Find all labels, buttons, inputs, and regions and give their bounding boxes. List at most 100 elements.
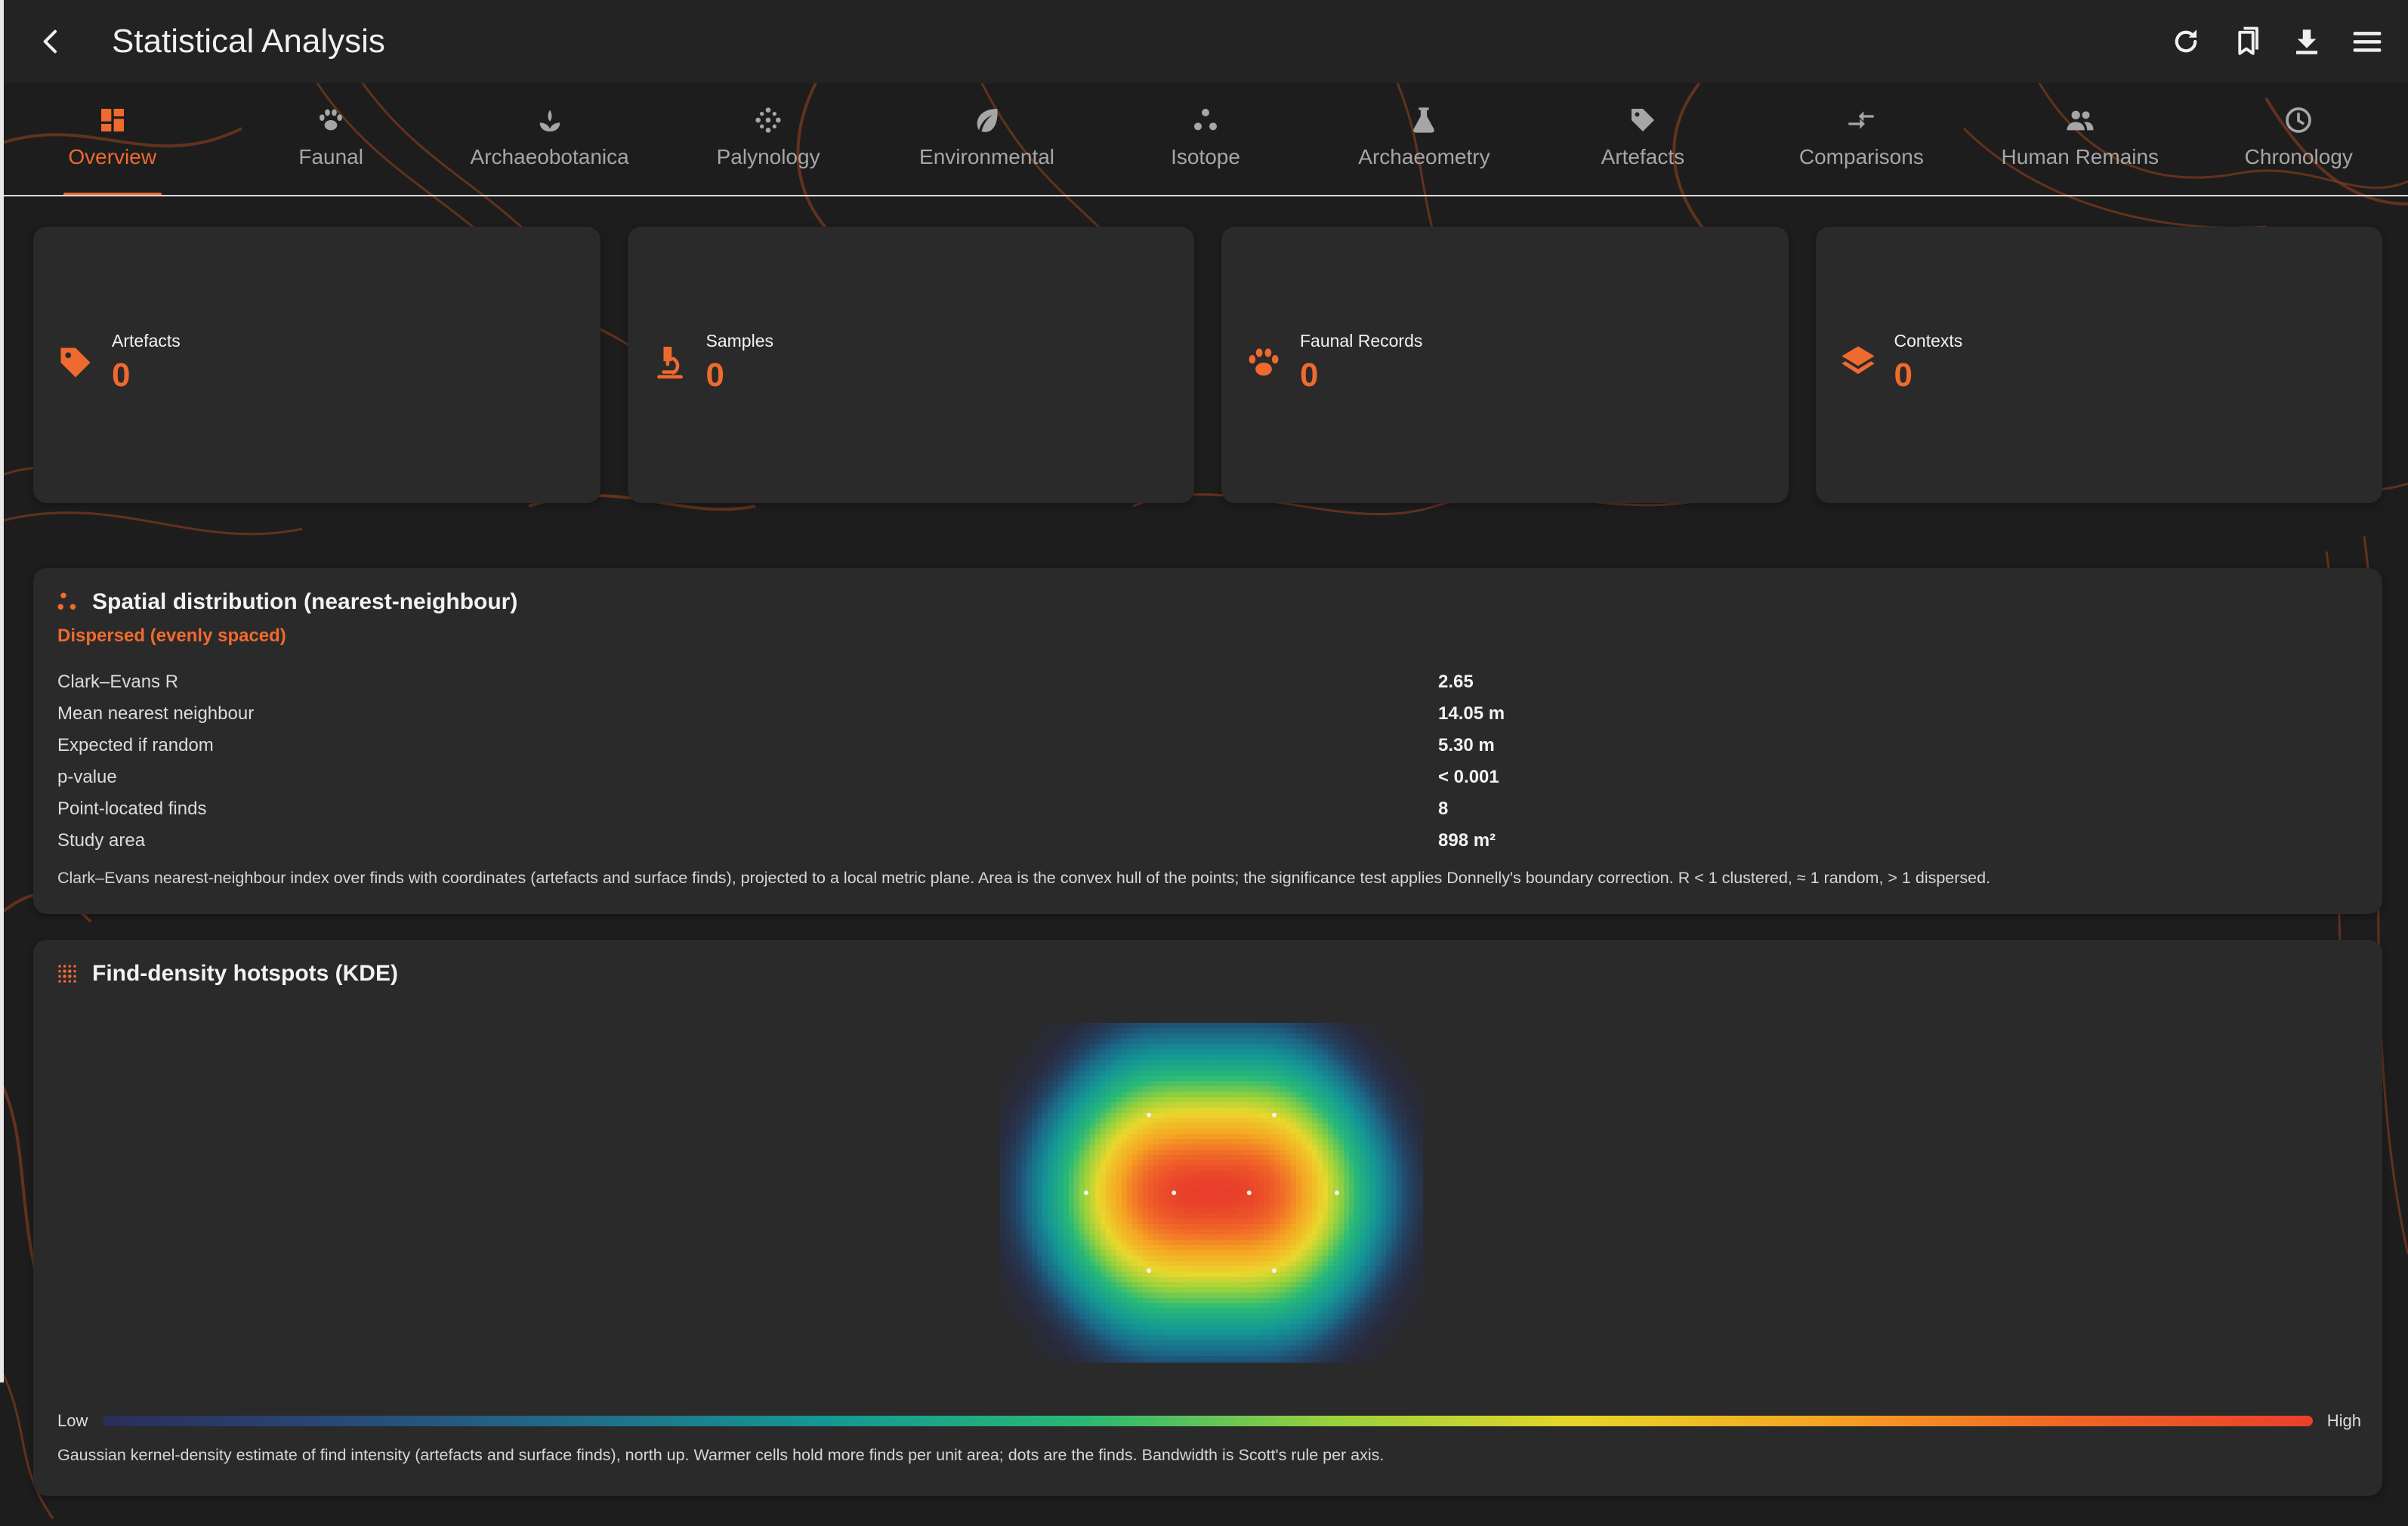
kde-cell: [1164, 1139, 1169, 1144]
kde-cell: [1090, 1229, 1095, 1234]
kde-cell: [1058, 1266, 1064, 1271]
kde-cell: [1164, 1092, 1169, 1097]
kde-cell: [1159, 1277, 1164, 1282]
kde-cell: [1222, 1192, 1227, 1197]
kde-cell: [1037, 1213, 1042, 1219]
kde-cell: [1069, 1118, 1074, 1123]
kde-cell: [1418, 1250, 1423, 1256]
kde-cell: [1201, 1081, 1206, 1086]
kde-cell: [1074, 1086, 1079, 1092]
kde-cell: [1206, 1139, 1212, 1144]
kde-cell: [1212, 1229, 1217, 1234]
kde-cell: [1026, 1319, 1032, 1324]
kde-cell: [1064, 1229, 1069, 1234]
kde-cell: [1270, 1023, 1275, 1028]
kde-cell: [1127, 1351, 1132, 1356]
kde-cell: [1138, 1277, 1143, 1282]
kde-cell: [1222, 1044, 1227, 1049]
kde-cell: [1381, 1303, 1386, 1308]
download-button[interactable]: [2284, 18, 2329, 65]
kde-cell: [1206, 1335, 1212, 1340]
kde-cell: [1185, 1155, 1190, 1160]
kde-cell: [1291, 1187, 1296, 1192]
kde-cell: [1391, 1097, 1397, 1102]
kde-cell: [1021, 1176, 1026, 1182]
kde-cell: [1143, 1070, 1148, 1076]
kde-cell: [1116, 1197, 1122, 1203]
kde-cell: [1185, 1277, 1190, 1282]
kde-cell: [1164, 1023, 1169, 1028]
menu-button[interactable]: [2345, 18, 2390, 65]
kde-cell: [1037, 1324, 1042, 1330]
kde-cell: [1307, 1081, 1312, 1086]
kde-cell: [1138, 1092, 1143, 1097]
kde-cell: [1037, 1060, 1042, 1065]
kde-cell: [1381, 1171, 1386, 1176]
kde-cell: [1153, 1139, 1159, 1144]
kde-cell: [1090, 1044, 1095, 1049]
kde-cell: [1064, 1314, 1069, 1319]
kde-cell: [1264, 1245, 1270, 1250]
kde-cell: [1301, 1160, 1307, 1166]
kde-cell: [1159, 1023, 1164, 1028]
kde-cell: [1296, 1144, 1301, 1150]
kde-cell: [1344, 1102, 1349, 1107]
kde-cell: [1397, 1150, 1402, 1155]
tab-archaeometry[interactable]: Archaeometry: [1315, 83, 1533, 196]
kde-cell: [1138, 1351, 1143, 1356]
kde-cell: [1111, 1129, 1116, 1134]
kde-cell: [1164, 1055, 1169, 1060]
kde-cell: [1227, 1197, 1233, 1203]
tab-artefacts[interactable]: Artefacts: [1533, 83, 1752, 196]
tab-environmental[interactable]: Environmental: [878, 83, 1096, 196]
kde-cell: [1307, 1303, 1312, 1308]
kde-cell: [1227, 1060, 1233, 1065]
kde-cell: [1375, 1240, 1381, 1245]
tab-overview[interactable]: Overview: [3, 83, 221, 196]
tab-faunal[interactable]: Faunal: [221, 83, 440, 196]
kde-cell: [1391, 1160, 1397, 1166]
kde-cell: [1227, 1335, 1233, 1340]
kde-cell: [1296, 1314, 1301, 1319]
kde-cell: [1005, 1234, 1011, 1240]
kde-cell: [1206, 1203, 1212, 1208]
kde-cell: [1254, 1150, 1259, 1155]
kde-cell: [1042, 1330, 1048, 1335]
kde-cell: [1101, 1139, 1106, 1144]
kde-cell: [1032, 1092, 1037, 1097]
kde-cell: [1169, 1065, 1175, 1070]
tab-palynology[interactable]: Palynology: [659, 83, 877, 196]
kde-cell: [1169, 1197, 1175, 1203]
kde-cell: [1153, 1298, 1159, 1303]
kde-cell: [1201, 1298, 1206, 1303]
kde-cell: [1259, 1219, 1264, 1224]
tab-chronology[interactable]: Chronology: [2190, 83, 2408, 196]
kde-cell: [1375, 1256, 1381, 1261]
kde-cell: [1079, 1118, 1085, 1123]
tab-isotope[interactable]: Isotope: [1096, 83, 1314, 196]
kde-cell: [1185, 1049, 1190, 1055]
stat-row: Point-located finds 8: [57, 793, 2361, 825]
kde-cell: [1270, 1166, 1275, 1171]
kde-cell: [1016, 1271, 1021, 1277]
kde-cell: [1090, 1213, 1095, 1219]
tab-archaeobotanical[interactable]: Archaeobotanica: [440, 83, 659, 196]
kde-cell: [1116, 1049, 1122, 1055]
kde-cell: [1270, 1102, 1275, 1107]
kde-cell: [1317, 1065, 1323, 1070]
kde-cell: [1222, 1113, 1227, 1118]
kde-cell: [1185, 1102, 1190, 1107]
bookmarks-button[interactable]: [2224, 18, 2269, 65]
refresh-button[interactable]: [2163, 18, 2209, 65]
kde-cell: [1333, 1224, 1338, 1229]
kde-cell: [1053, 1155, 1058, 1160]
kde-cell: [1328, 1139, 1333, 1144]
kde-cell: [1122, 1144, 1127, 1150]
kde-cell: [1005, 1271, 1011, 1277]
kde-cell: [1391, 1166, 1397, 1171]
tab-human-remains[interactable]: Human Remains: [1971, 83, 2189, 196]
kde-cell: [1217, 1308, 1222, 1314]
back-button[interactable]: [29, 19, 74, 64]
kde-cell: [1196, 1060, 1201, 1065]
tab-comparisons[interactable]: Comparisons: [1752, 83, 1971, 196]
